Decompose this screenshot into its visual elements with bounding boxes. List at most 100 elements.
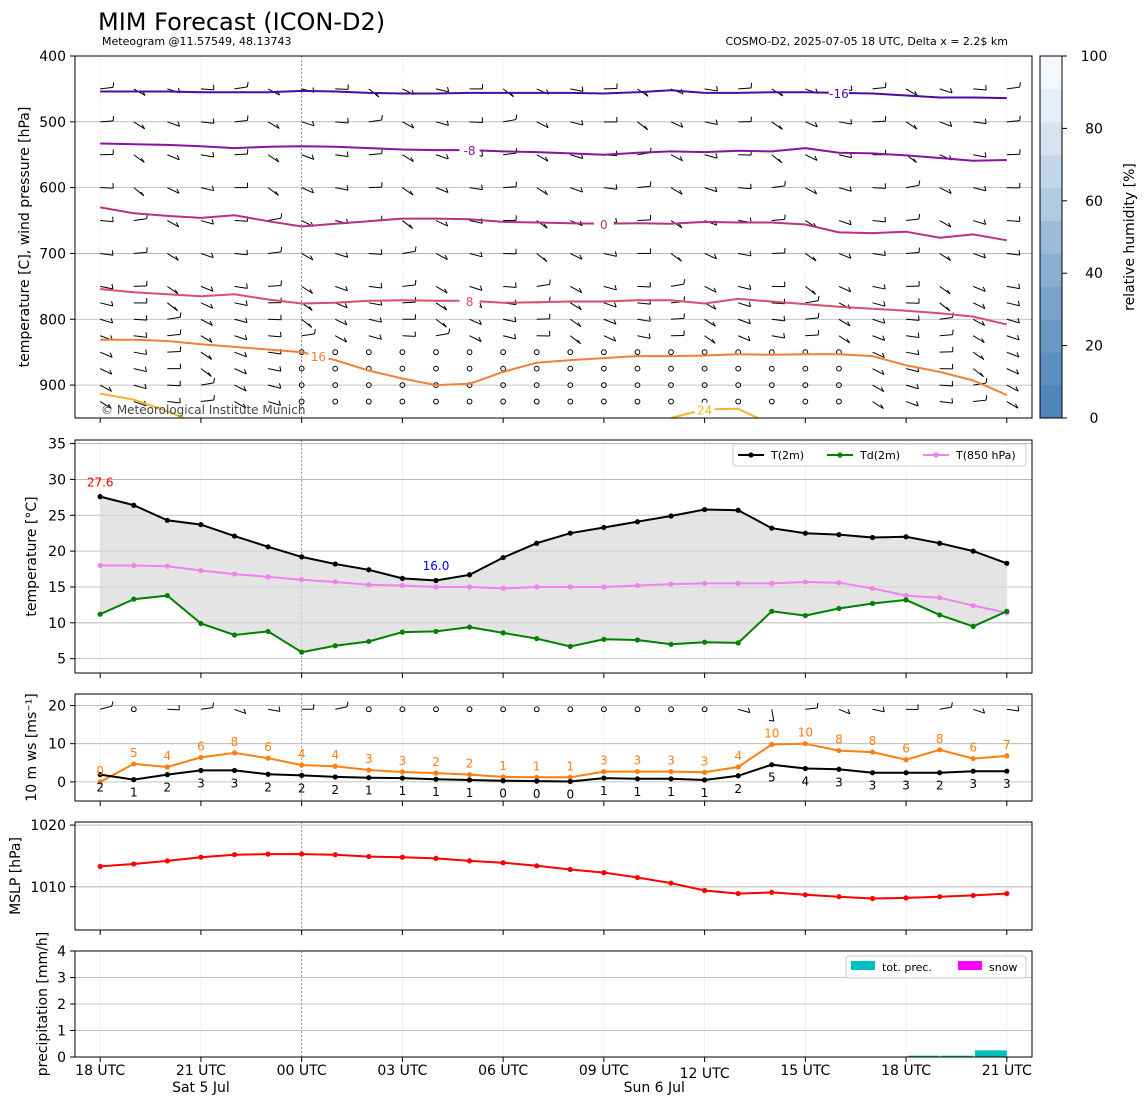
calm-wind-circle bbox=[836, 398, 842, 405]
wind-barb-flag bbox=[913, 158, 917, 163]
wind-barb-flag bbox=[644, 91, 649, 97]
isotherm-label-bg bbox=[459, 143, 480, 158]
wind-barb bbox=[905, 384, 919, 390]
wind-barb bbox=[167, 384, 181, 387]
y-tick-label: 35 bbox=[48, 437, 66, 453]
wind-barb bbox=[838, 121, 852, 125]
series-point bbox=[231, 571, 238, 577]
wind-barb-flag bbox=[683, 279, 686, 285]
colorbar-tick-label: 100 bbox=[1081, 49, 1108, 65]
wind-barb-flag bbox=[1015, 386, 1019, 392]
series-line bbox=[99, 594, 1008, 654]
wind-barb-flag bbox=[768, 719, 774, 722]
gust-label: 1 bbox=[499, 759, 507, 773]
wind-barb-flag bbox=[883, 301, 886, 307]
series-point bbox=[802, 892, 808, 898]
colorbar-tick-label: 20 bbox=[1085, 339, 1103, 355]
wind-barb-flag bbox=[111, 701, 114, 707]
series-point bbox=[433, 770, 439, 776]
wind-barb-flag bbox=[380, 282, 383, 289]
wind-barb bbox=[435, 220, 448, 227]
calm-wind-circle bbox=[600, 349, 607, 356]
series-point bbox=[399, 582, 405, 589]
wind-barb-flag bbox=[446, 154, 449, 160]
wind-barb-flag bbox=[478, 319, 482, 325]
wind-barb-flag bbox=[680, 122, 684, 128]
wind-barb bbox=[234, 368, 247, 375]
isotherm-line bbox=[100, 338, 1008, 396]
wind-barb bbox=[603, 318, 617, 325]
wind-speed-label: 3 bbox=[197, 776, 205, 790]
wind-barb-flag bbox=[947, 256, 951, 261]
wind-barb-flag bbox=[1018, 283, 1021, 289]
wind-barb-flag bbox=[577, 339, 581, 345]
wind-speed-label: 1 bbox=[130, 786, 138, 800]
wind-barb bbox=[234, 285, 248, 289]
calm-wind-circle bbox=[567, 349, 574, 356]
calm-wind-circle bbox=[500, 398, 507, 405]
series-point bbox=[836, 894, 842, 900]
wind-barb bbox=[200, 707, 213, 710]
wind-barb bbox=[838, 708, 851, 715]
wind-barb bbox=[301, 285, 313, 294]
wind-barb-flag bbox=[446, 120, 449, 126]
series-point bbox=[198, 521, 204, 528]
y-tick-label: 3 bbox=[57, 971, 66, 987]
y-tick-label: 5 bbox=[57, 652, 66, 668]
wind-barb bbox=[301, 253, 314, 261]
gust-label: 1 bbox=[566, 759, 574, 773]
wind-barb-flag bbox=[1017, 335, 1020, 341]
wind-barb-flag bbox=[814, 155, 818, 161]
isotherm-line bbox=[100, 288, 1008, 326]
wind-barb bbox=[939, 187, 952, 194]
humidity-colorbar: 0 20 40 60 80 100 relative humidity [%] bbox=[1039, 49, 1138, 427]
series-point bbox=[970, 548, 976, 554]
wind-barb bbox=[738, 187, 752, 190]
wind-barb-flag bbox=[111, 283, 114, 289]
wind-barb-flag bbox=[884, 216, 886, 222]
wind-barb-flag bbox=[917, 349, 920, 355]
calm-wind-circle bbox=[668, 398, 674, 405]
series-point bbox=[164, 592, 170, 599]
wind-barb-flag bbox=[211, 219, 214, 225]
wind-barb bbox=[872, 335, 885, 341]
wind-barb bbox=[1006, 335, 1020, 341]
colorbar-segment bbox=[1040, 187, 1062, 222]
gust-label: 10 bbox=[764, 726, 779, 740]
wind-barb bbox=[939, 253, 951, 261]
wind-speed-label: 2 bbox=[164, 781, 172, 795]
calm-wind-circle bbox=[332, 382, 339, 388]
wind-barb bbox=[973, 252, 986, 259]
wind-barb-flag bbox=[918, 213, 921, 220]
colorbar-segment bbox=[1040, 220, 1062, 254]
wind-barb bbox=[738, 252, 752, 257]
wind-barb-flag bbox=[817, 312, 820, 318]
x-tick-label: 03 UTC bbox=[377, 1063, 427, 1079]
wind-speed-label: 1 bbox=[399, 784, 407, 798]
wind-barb bbox=[301, 333, 315, 337]
gust-label: 6 bbox=[902, 742, 910, 756]
series-point bbox=[131, 502, 137, 508]
y-tick-label: 0 bbox=[57, 775, 66, 791]
series-point bbox=[668, 641, 674, 647]
wind-barb-flag bbox=[308, 323, 313, 328]
wind-barb bbox=[536, 284, 550, 287]
wind-barb-flag bbox=[578, 288, 583, 293]
wind-barb-flag bbox=[379, 317, 382, 323]
wind-speed-label: 2 bbox=[936, 779, 944, 793]
wind-barb bbox=[805, 154, 818, 161]
wind-barb bbox=[939, 285, 951, 295]
wind-barb-flag bbox=[245, 300, 248, 306]
calm-wind-circle bbox=[600, 382, 607, 388]
series-point bbox=[702, 639, 708, 645]
series-point bbox=[399, 769, 405, 775]
calm-wind-circle bbox=[365, 382, 372, 388]
calm-wind-circle bbox=[399, 706, 406, 713]
series-point bbox=[332, 643, 338, 649]
wind-barb bbox=[570, 154, 583, 160]
wind-barb bbox=[973, 121, 987, 125]
wind-barb bbox=[973, 399, 987, 403]
colorbar-tick-label: 0 bbox=[1090, 411, 1099, 427]
series-point bbox=[164, 772, 170, 778]
gust-label: 0 bbox=[96, 764, 104, 778]
